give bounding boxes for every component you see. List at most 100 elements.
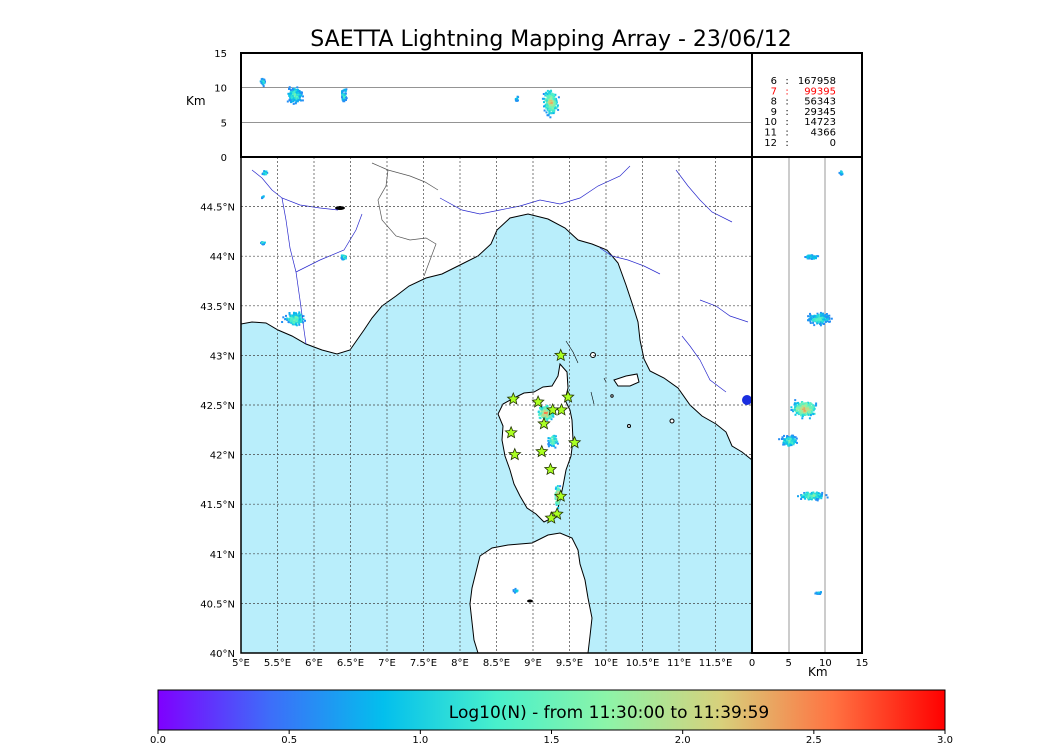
altitude-source	[812, 256, 815, 259]
altitude-source	[793, 436, 795, 438]
lightning-source	[546, 417, 549, 420]
right-x-tick-label: 15	[856, 658, 869, 669]
top-y-tick-label: 15	[214, 49, 227, 60]
altitude-source	[809, 312, 811, 315]
altitude-source	[812, 321, 815, 324]
altitude-source	[824, 314, 827, 317]
lightning-source	[544, 416, 547, 419]
lightning-source	[287, 321, 290, 323]
altitude-source	[549, 94, 552, 97]
lightning-source	[514, 589, 517, 592]
source-count-separator: :	[785, 107, 788, 118]
altitude-source	[293, 90, 296, 93]
altitude-source	[825, 494, 828, 497]
altitude-source	[300, 92, 303, 95]
lightning-source	[293, 313, 295, 316]
altitude-source	[544, 104, 547, 107]
lightning-source	[557, 488, 559, 491]
station-marker	[553, 489, 568, 502]
source-count-threshold: 10	[764, 117, 777, 128]
altitude-source	[554, 93, 557, 96]
altitude-source	[807, 492, 810, 495]
altitude-source	[301, 91, 303, 94]
lightning-source	[555, 497, 558, 500]
altitude-source	[543, 101, 545, 104]
lightning-source	[543, 409, 546, 412]
right-x-tick-label: 0	[749, 658, 755, 669]
lake	[335, 206, 345, 210]
lightning-source	[263, 170, 266, 173]
altitude-source	[341, 96, 343, 99]
altitude-source	[291, 100, 294, 103]
altitude-source	[288, 92, 291, 95]
altitude-source	[794, 408, 796, 411]
altitude-source	[838, 171, 841, 174]
altitude-source	[808, 494, 811, 497]
lightning-source	[296, 316, 299, 319]
lightning-source	[261, 172, 264, 175]
altitude-source	[783, 443, 786, 446]
altitude-source	[781, 437, 784, 440]
altitude-source	[811, 315, 814, 318]
source-count-threshold: 7	[771, 86, 777, 97]
lightning-source	[262, 243, 264, 246]
lightning-source	[547, 408, 550, 411]
lightning-source	[265, 170, 268, 173]
altitude-source	[818, 592, 821, 595]
altitude-source	[820, 591, 822, 594]
source-count-threshold: 12	[764, 138, 777, 149]
lightning-source	[559, 485, 562, 488]
altitude-source	[823, 323, 825, 325]
top-altitude-panel: 0 5 10 15 Km	[186, 49, 753, 164]
lightning-source	[298, 323, 301, 326]
altitude-source	[549, 96, 552, 99]
altitude-source	[782, 441, 785, 444]
altitude-source	[792, 410, 795, 413]
altitude-source	[807, 496, 810, 499]
altitude-source	[297, 92, 300, 95]
altitude-source	[291, 90, 294, 93]
lightning-source	[554, 446, 557, 449]
altitude-source	[802, 495, 805, 498]
lightning-source	[545, 416, 548, 418]
altitude-source	[789, 438, 792, 441]
lightning-source	[292, 318, 295, 321]
altitude-source	[299, 95, 302, 98]
altitude-source	[344, 96, 347, 98]
altitude-source	[295, 89, 298, 92]
lightning-source	[549, 416, 552, 419]
altitude-source	[292, 102, 295, 105]
altitude-source	[514, 98, 517, 101]
altitude-source	[817, 591, 820, 594]
altitude-source	[811, 257, 813, 260]
altitude-source	[547, 96, 550, 99]
altitude-source	[296, 86, 299, 89]
lightning-source	[548, 415, 551, 418]
altitude-source	[814, 318, 817, 321]
altitude-source	[804, 406, 807, 409]
altitude-source	[805, 402, 808, 405]
altitude-source	[818, 495, 821, 498]
river	[699, 299, 749, 323]
altitude-source	[812, 491, 815, 494]
map-y-tick-label: 42°N	[210, 451, 235, 462]
lightning-source	[548, 414, 551, 417]
altitude-source	[796, 402, 799, 405]
altitude-source	[550, 112, 553, 115]
altitude-source	[809, 320, 812, 323]
lightning-source	[261, 197, 263, 200]
altitude-source	[261, 77, 264, 80]
right-lightning-sources	[778, 170, 844, 595]
altitude-source	[794, 399, 797, 402]
altitude-source	[814, 404, 817, 407]
altitude-source	[807, 404, 810, 407]
altitude-source	[787, 444, 790, 447]
altitude-source	[550, 109, 553, 112]
altitude-source	[793, 441, 795, 444]
altitude-source	[548, 92, 551, 95]
altitude-source	[290, 98, 293, 101]
altitude-source	[789, 437, 792, 440]
lightning-source	[516, 589, 519, 592]
altitude-source	[815, 316, 818, 319]
altitude-source	[546, 103, 549, 106]
